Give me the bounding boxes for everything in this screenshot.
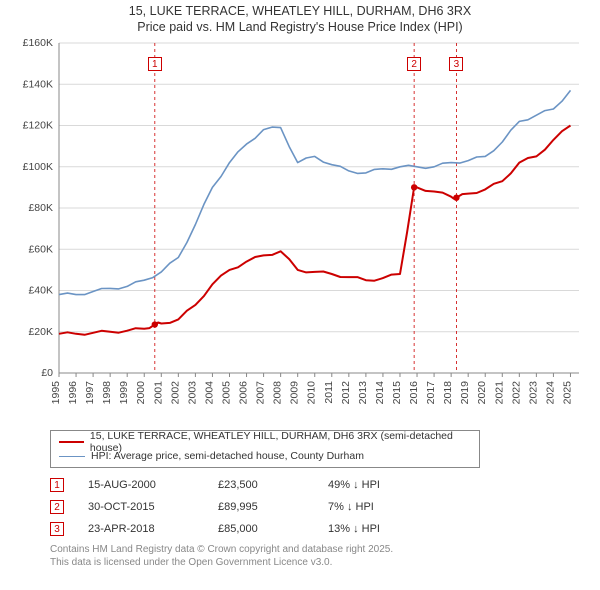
- sale-row-2: 2 30-OCT-2015£89,9957% ↓ HPI: [50, 496, 600, 518]
- svg-text:2006: 2006: [238, 381, 250, 405]
- sale-row-marker: 2: [50, 500, 64, 514]
- sale-marker-2: 2: [407, 57, 421, 71]
- svg-text:£100K: £100K: [23, 161, 53, 173]
- svg-text:2023: 2023: [527, 381, 539, 405]
- footer: Contains HM Land Registry data © Crown c…: [50, 544, 600, 569]
- sale-diff: 13% ↓ HPI: [328, 523, 448, 535]
- svg-text:1997: 1997: [84, 381, 96, 405]
- svg-text:2025: 2025: [561, 381, 573, 405]
- sale-diff: 7% ↓ HPI: [328, 501, 448, 513]
- svg-text:2005: 2005: [220, 381, 232, 405]
- svg-text:2024: 2024: [544, 381, 556, 405]
- svg-text:2008: 2008: [272, 381, 284, 405]
- sale-price: £89,995: [218, 501, 328, 513]
- footer-line-1: Contains HM Land Registry data © Crown c…: [50, 544, 600, 557]
- svg-text:1995: 1995: [50, 381, 62, 405]
- svg-text:2015: 2015: [391, 381, 403, 405]
- svg-text:2001: 2001: [152, 381, 164, 405]
- svg-text:£20K: £20K: [28, 326, 53, 338]
- legend-row-0: 15, LUKE TERRACE, WHEATLEY HILL, DURHAM,…: [59, 435, 471, 449]
- svg-text:2019: 2019: [459, 381, 471, 405]
- svg-text:1999: 1999: [118, 381, 130, 405]
- legend-label: HPI: Average price, semi-detached house,…: [91, 450, 364, 462]
- sale-price: £23,500: [218, 479, 328, 491]
- sale-date: 15-AUG-2000: [88, 479, 218, 491]
- svg-text:2018: 2018: [442, 381, 454, 405]
- legend-swatch: [59, 441, 84, 443]
- sales-table: 1 15-AUG-2000£23,50049% ↓ HPI 2 30-OCT-2015…: [50, 474, 600, 540]
- chart-plot: £0 £20K £40K £60K £80K £100K £120K £140K £160K 19…: [15, 37, 585, 422]
- sale-row-1: 1 15-AUG-2000£23,50049% ↓ HPI: [50, 474, 600, 496]
- sale-row-marker: 1: [50, 478, 64, 492]
- svg-text:2003: 2003: [186, 381, 198, 405]
- sale-date: 23-APR-2018: [88, 523, 218, 535]
- svg-text:£0: £0: [41, 367, 53, 379]
- sale-row-3: 3 23-APR-2018£85,00013% ↓ HPI: [50, 518, 600, 540]
- sale-price: £85,000: [218, 523, 328, 535]
- svg-text:2020: 2020: [476, 381, 488, 405]
- svg-text:1998: 1998: [101, 381, 113, 405]
- svg-text:£160K: £160K: [23, 37, 53, 49]
- svg-text:£40K: £40K: [28, 285, 53, 297]
- svg-text:2010: 2010: [306, 381, 318, 405]
- svg-text:2009: 2009: [289, 381, 301, 405]
- chart-title-block: 15, LUKE TERRACE, WHEATLEY HILL, DURHAM,…: [0, 0, 600, 35]
- svg-text:2011: 2011: [323, 381, 335, 404]
- svg-text:2014: 2014: [374, 381, 386, 405]
- svg-text:£140K: £140K: [23, 79, 53, 91]
- svg-text:2002: 2002: [169, 381, 181, 405]
- svg-text:2000: 2000: [135, 381, 147, 405]
- svg-text:2012: 2012: [340, 381, 352, 405]
- svg-text:2022: 2022: [510, 381, 522, 405]
- svg-text:2013: 2013: [357, 381, 369, 405]
- sale-date: 30-OCT-2015: [88, 501, 218, 513]
- sale-marker-3: 3: [449, 57, 463, 71]
- svg-text:£80K: £80K: [28, 202, 53, 214]
- svg-text:2017: 2017: [425, 381, 437, 405]
- svg-text:2007: 2007: [255, 381, 267, 405]
- svg-text:£120K: £120K: [23, 120, 53, 132]
- footer-line-2: This data is licensed under the Open Gov…: [50, 557, 600, 570]
- title-line-1: 15, LUKE TERRACE, WHEATLEY HILL, DURHAM,…: [0, 4, 600, 20]
- sale-marker-1: 1: [148, 57, 162, 71]
- svg-text:1996: 1996: [67, 381, 79, 405]
- svg-text:2016: 2016: [408, 381, 420, 405]
- title-line-2: Price paid vs. HM Land Registry's House …: [0, 20, 600, 36]
- chart-svg: £0 £20K £40K £60K £80K £100K £120K £140K £160K 19…: [15, 37, 585, 422]
- svg-text:2021: 2021: [493, 381, 505, 405]
- legend: 15, LUKE TERRACE, WHEATLEY HILL, DURHAM,…: [50, 430, 480, 468]
- svg-text:2004: 2004: [203, 381, 215, 405]
- sale-diff: 49% ↓ HPI: [328, 479, 448, 491]
- svg-text:£60K: £60K: [28, 244, 53, 256]
- legend-swatch: [59, 456, 85, 457]
- sale-row-marker: 3: [50, 522, 64, 536]
